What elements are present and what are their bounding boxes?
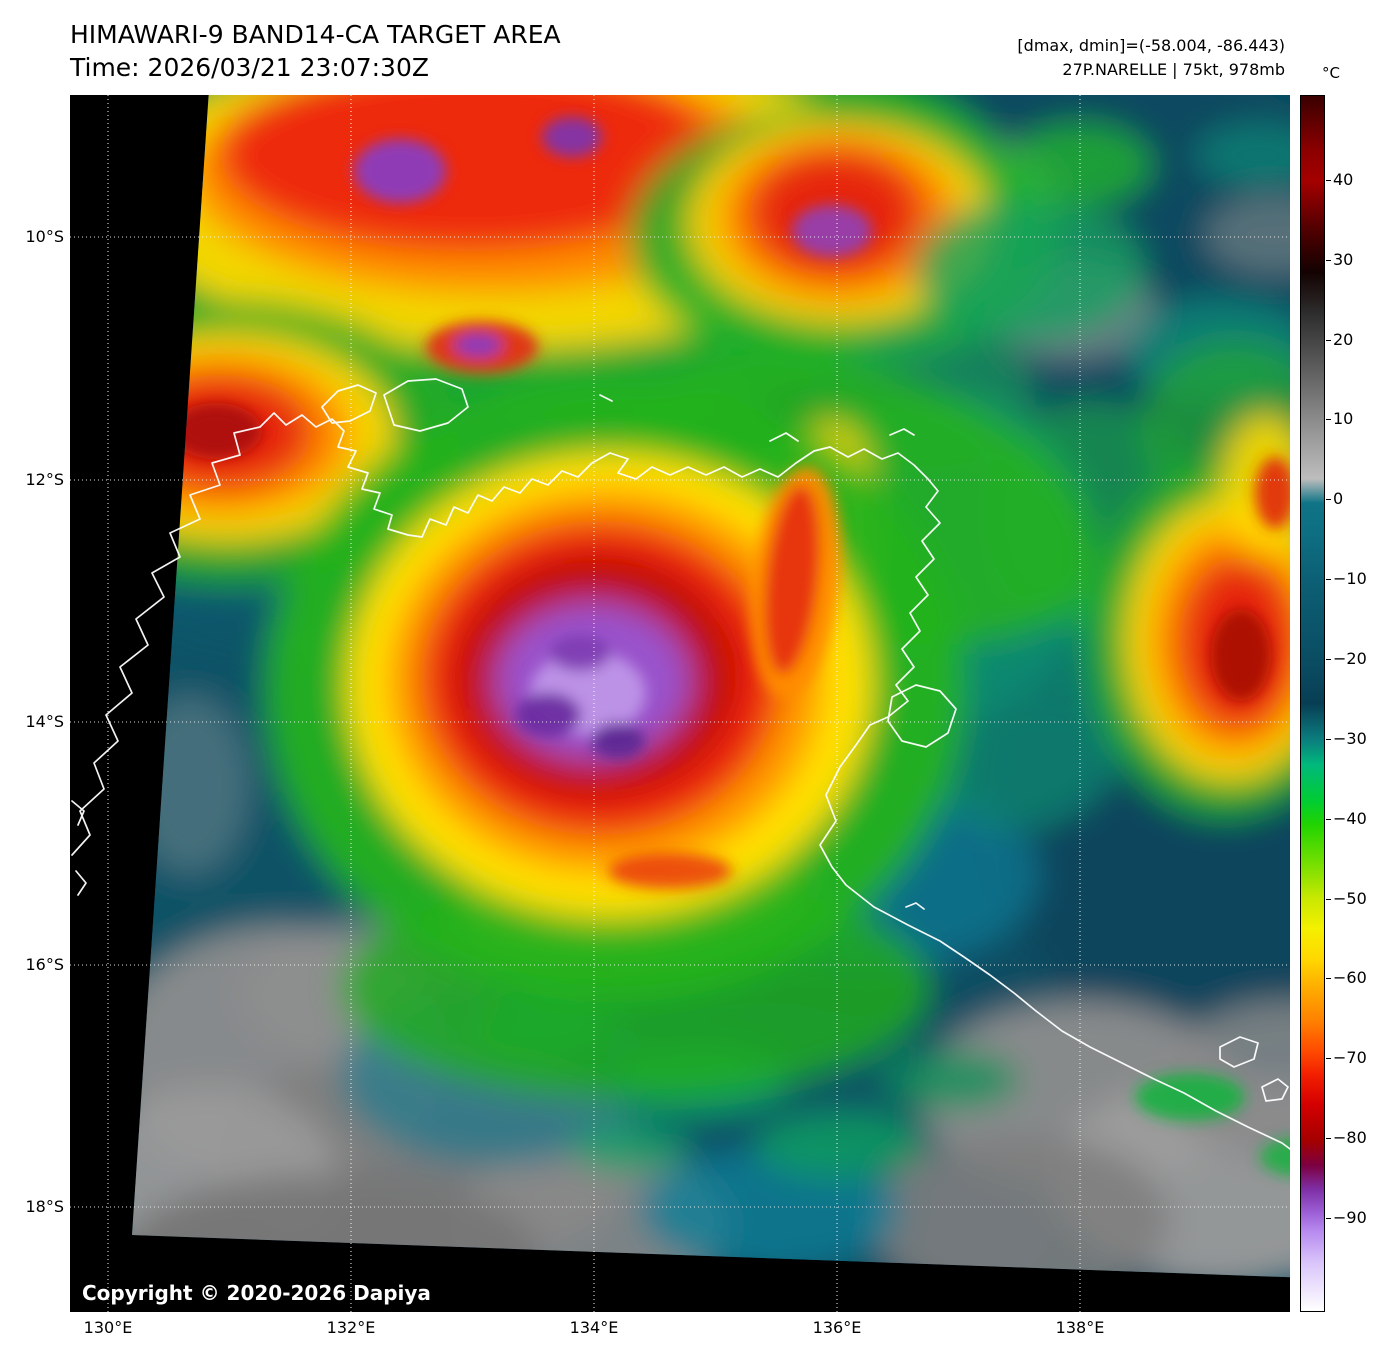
figure-title: HIMAWARI-9 BAND14-CA TARGET AREA (70, 20, 561, 49)
storm-info-annotation: 27P.NARELLE | 75kt, 978mb (1062, 60, 1285, 79)
coastline-gulf-islands (1219, 1036, 1289, 1102)
lon-tick-label: 132°E (326, 1318, 376, 1337)
colorbar-tick-label: 40 (1326, 171, 1383, 189)
coastline-small-islands (71, 394, 925, 910)
colorbar-unit-label: °C (1322, 64, 1340, 82)
ir-imagery (132, 95, 1290, 1278)
coastline-groote-eylandt (887, 684, 957, 748)
satellite-map: Copyright © 2020-2026 Dapiya (70, 95, 1290, 1312)
colorbar-tick-label: −60 (1326, 969, 1383, 987)
lon-tick-label: 130°E (83, 1318, 133, 1337)
colorbar-tick-label: −10 (1326, 570, 1383, 588)
dmax-dmin-annotation: [dmax, dmin]=(-58.004, -86.443) (1017, 36, 1285, 55)
colorbar-tick-label: 10 (1326, 410, 1383, 428)
lat-tick-label: 14°S (25, 712, 64, 731)
colorbar-tick-label: 30 (1326, 251, 1383, 269)
ir-cold-tops (170, 117, 1290, 1177)
coastline-mainland (71, 412, 1290, 1150)
colorbar-tick-label: −90 (1326, 1209, 1383, 1227)
colorbar-tick-label: −40 (1326, 810, 1383, 828)
colorbar-tick-label: −70 (1326, 1049, 1383, 1067)
time-label: Time: 2026/03/21 23:07:30Z (70, 53, 429, 82)
coastline-tiwi-islands (321, 378, 469, 432)
colorbar-tick-label: 20 (1326, 331, 1383, 349)
lat-tick-label: 16°S (25, 955, 64, 974)
lon-tick-label: 136°E (812, 1318, 862, 1337)
lon-tick-label: 134°E (569, 1318, 619, 1337)
colorbar-tick-label: 0 (1326, 490, 1383, 508)
colorbar (1300, 95, 1325, 1312)
colorbar-tick-label: −30 (1326, 730, 1383, 748)
colorbar-tick-label: −80 (1326, 1129, 1383, 1147)
coastlines (71, 378, 1290, 1150)
copyright-label: Copyright © 2020-2026 Dapiya (82, 1281, 431, 1305)
colorbar-tick-label: −20 (1326, 650, 1383, 668)
lat-tick-label: 10°S (25, 227, 64, 246)
lon-tick-label: 138°E (1055, 1318, 1105, 1337)
colorbar-tick-label: −50 (1326, 890, 1383, 908)
colorbar-gradient (1301, 96, 1324, 1311)
lat-tick-label: 18°S (25, 1197, 64, 1216)
lat-tick-label: 12°S (25, 470, 64, 489)
ir-cloud-fields (132, 95, 1290, 1278)
graticule-gridlines (70, 95, 1290, 1312)
map-svg (70, 95, 1290, 1312)
